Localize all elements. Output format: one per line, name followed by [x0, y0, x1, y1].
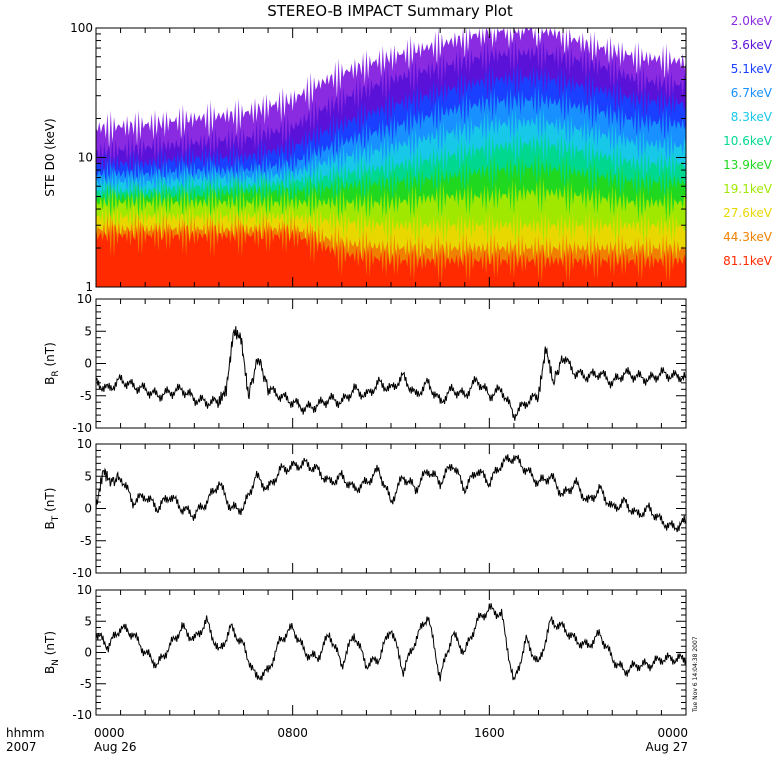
timestamp-stamp: Tue Nov 6 14:04:38 2007: [692, 612, 704, 712]
field-ytick-label: 0: [84, 357, 92, 371]
xtick-label-time: 0000: [657, 726, 688, 740]
legend-item: 6.7keV: [730, 86, 772, 100]
energy-ytick-label: 100: [70, 21, 93, 35]
field-trace-BN: [95, 603, 687, 682]
field-panel-frame: [95, 589, 687, 716]
field-ytick-label: 0: [84, 646, 92, 660]
field-ytick-label: 10: [77, 437, 92, 451]
field-ylabel-main: B: [43, 521, 57, 529]
energy-band-81.1keV: [96, 218, 686, 287]
xaxis-corner-year: 2007: [6, 740, 37, 754]
xtick-label-time: 1600: [474, 726, 505, 740]
field-ylabel-unit: (nT): [43, 488, 57, 516]
field-ytick-label: 5: [84, 614, 92, 628]
field-ylabel-main: B: [43, 377, 57, 385]
field-ytick-label: 5: [84, 324, 92, 338]
legend-item: 13.9keV: [723, 158, 772, 172]
field-ylabel-sub: T: [51, 515, 61, 522]
figure-title: STEREO-B IMPACT Summary Plot: [267, 2, 513, 20]
xtick-label-time: 0000: [94, 726, 125, 740]
field-ytick-label: -10: [72, 708, 92, 722]
field-ylabel: BN (nT): [43, 631, 61, 674]
energy-ylabel: STE D0 (keV): [43, 118, 57, 197]
legend-item: 81.1keV: [723, 254, 772, 268]
field-ylabel: BR (nT): [43, 342, 61, 385]
field-panel-BR: -10 -5 0 5 10 BR (nT): [43, 292, 687, 435]
field-panel-BN: -10 -5 0 5 10 BN (nT): [43, 583, 687, 722]
legend-item: 8.3keV: [730, 110, 772, 124]
field-ytick-label: -5: [80, 677, 92, 691]
field-ytick-label: -10: [72, 421, 92, 435]
legend-item: 3.6keV: [730, 38, 772, 52]
field-trace-BR: [95, 326, 687, 421]
field-panel-BT: -10 -5 0 5 10 BT (nT): [43, 437, 687, 580]
field-ylabel-unit: (nT): [43, 631, 57, 659]
legend-item: 10.6keV: [723, 134, 772, 148]
legend-item: 27.6keV: [723, 206, 772, 220]
field-ytick-label: 5: [84, 469, 92, 483]
field-ytick-label: -5: [80, 389, 92, 403]
field-ylabel-sub: N: [51, 659, 61, 666]
field-ylabel-main: B: [43, 666, 57, 674]
field-ytick-label: 10: [77, 292, 92, 306]
xaxis-corner-hhmm: hhmm: [6, 726, 45, 740]
xtick-label-date: Aug 27: [645, 740, 688, 754]
field-ytick-label: -5: [80, 534, 92, 548]
legend-item: 44.3keV: [723, 230, 772, 244]
legend-item: 5.1keV: [730, 62, 772, 76]
legend-item: 19.1keV: [723, 182, 772, 196]
field-trace-BT: [95, 454, 687, 533]
field-panel-frame: [95, 298, 687, 429]
energy-ytick-label: 10: [78, 151, 93, 165]
legend-item: 2.0keV: [730, 14, 772, 28]
timestamp-label: Tue Nov 6 14:04:38 2007: [692, 636, 699, 712]
field-ylabel: BT (nT): [43, 488, 61, 530]
xtick-label-time: 0800: [277, 726, 308, 740]
field-ytick-label: -10: [72, 566, 92, 580]
field-ytick-label: 0: [84, 502, 92, 516]
energy-panel: 1 10 100 STE D0 (keV): [43, 21, 687, 294]
field-ytick-label: 10: [77, 583, 92, 597]
energy-ytick-label: 1: [85, 280, 93, 294]
field-ylabel-unit: (nT): [43, 342, 57, 370]
xtick-label-date: Aug 26: [94, 740, 137, 754]
field-ylabel-sub: R: [51, 370, 61, 376]
